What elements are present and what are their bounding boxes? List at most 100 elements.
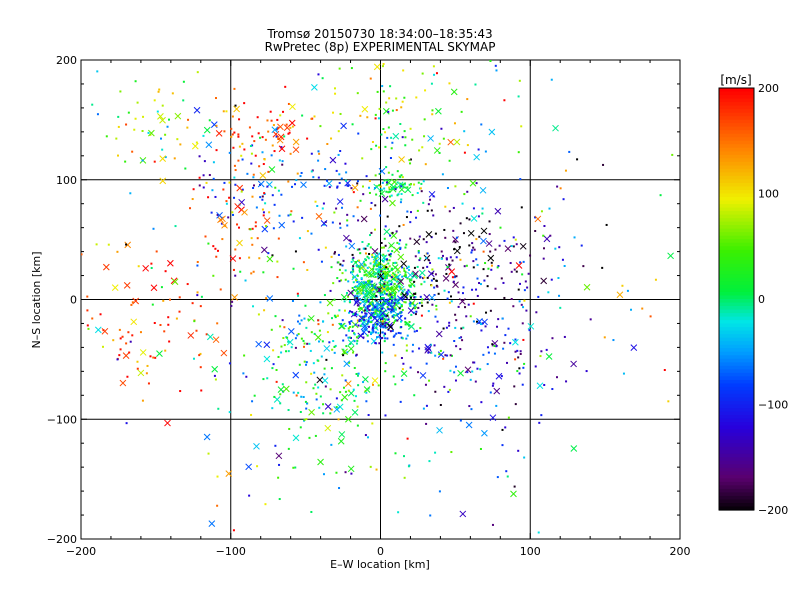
data-point: [233, 164, 236, 167]
data-point: [216, 213, 219, 216]
data-point: [281, 319, 284, 322]
data-point: [448, 82, 451, 85]
data-point: [310, 170, 313, 173]
data-point: [270, 119, 273, 122]
data-point: [382, 296, 385, 299]
data-point: [220, 222, 223, 225]
data-point-x: [436, 426, 443, 434]
data-point: [349, 325, 352, 328]
colorbar-band: [719, 478, 754, 483]
data-point: [125, 243, 128, 246]
data-point-x: [380, 263, 388, 270]
data-point: [327, 312, 330, 315]
data-point: [394, 287, 397, 290]
x-tick-label: −200: [66, 545, 96, 558]
colorbar-band: [719, 365, 754, 370]
data-point: [392, 375, 395, 378]
data-point: [350, 320, 353, 323]
data-point: [459, 258, 462, 261]
data-point: [266, 185, 269, 188]
colorbar-band: [719, 200, 754, 205]
data-point: [346, 292, 349, 295]
data-point: [381, 293, 384, 296]
data-point: [466, 190, 469, 193]
data-point-x: [329, 156, 337, 164]
data-point: [385, 275, 388, 278]
data-point: [115, 137, 118, 140]
data-point: [306, 402, 309, 405]
colorbar-tick-label: 200: [758, 82, 779, 95]
data-point: [401, 183, 404, 186]
data-point: [391, 286, 394, 289]
data-point: [472, 302, 475, 305]
data-point-x: [323, 345, 331, 352]
data-point: [494, 64, 497, 67]
data-point: [96, 113, 99, 116]
colorbar-band: [719, 411, 754, 416]
data-point: [504, 426, 507, 429]
colorbar-band: [719, 291, 754, 297]
data-point: [495, 69, 498, 72]
data-point: [369, 331, 372, 334]
data-point: [391, 109, 394, 112]
data-point: [202, 186, 205, 189]
data-point: [299, 410, 302, 413]
data-point: [462, 326, 465, 329]
data-point: [480, 329, 483, 332]
data-point: [364, 293, 367, 296]
data-point-x: [282, 385, 290, 393]
data-point: [395, 97, 398, 100]
data-point: [352, 351, 355, 354]
data-point-x: [288, 119, 296, 127]
data-point-x: [453, 138, 461, 146]
colorbar-band: [719, 415, 754, 420]
data-point: [383, 280, 386, 283]
data-point: [427, 310, 430, 313]
colorbar-band: [719, 418, 754, 423]
data-point: [292, 220, 295, 223]
colorbar-tick-label: −100: [758, 399, 788, 412]
data-point: [419, 257, 422, 260]
data-point: [196, 71, 199, 74]
colorbar-band: [719, 151, 754, 156]
data-point: [377, 271, 380, 274]
data-point: [331, 348, 334, 351]
data-point: [378, 146, 381, 149]
data-point: [164, 270, 167, 273]
data-point: [400, 185, 403, 188]
data-point: [622, 372, 625, 375]
data-point: [272, 363, 275, 366]
data-point: [310, 331, 313, 334]
data-point: [275, 135, 278, 138]
data-point: [340, 322, 343, 325]
data-point: [178, 310, 181, 313]
data-point: [202, 174, 205, 177]
data-point: [411, 138, 414, 141]
data-point: [240, 154, 243, 157]
data-point: [262, 378, 265, 381]
data-point: [375, 299, 378, 302]
data-point: [365, 400, 368, 403]
data-point: [212, 274, 215, 277]
data-point: [448, 324, 451, 327]
data-point: [388, 292, 391, 295]
data-point: [351, 267, 354, 270]
data-point: [391, 231, 394, 234]
data-point: [358, 320, 361, 323]
data-point: [359, 199, 362, 202]
data-point: [356, 374, 359, 377]
data-point: [265, 225, 268, 228]
data-point: [382, 128, 385, 131]
data-point: [435, 308, 438, 311]
colorbar-band: [719, 91, 754, 96]
data-point: [404, 323, 407, 326]
data-point: [400, 106, 403, 109]
data-point: [388, 97, 391, 100]
data-point: [186, 126, 189, 129]
data-point: [425, 404, 428, 407]
data-point: [379, 214, 382, 217]
data-point-x: [540, 277, 548, 285]
colorbar-band: [719, 376, 754, 381]
data-point: [524, 280, 527, 283]
data-point: [393, 273, 396, 276]
